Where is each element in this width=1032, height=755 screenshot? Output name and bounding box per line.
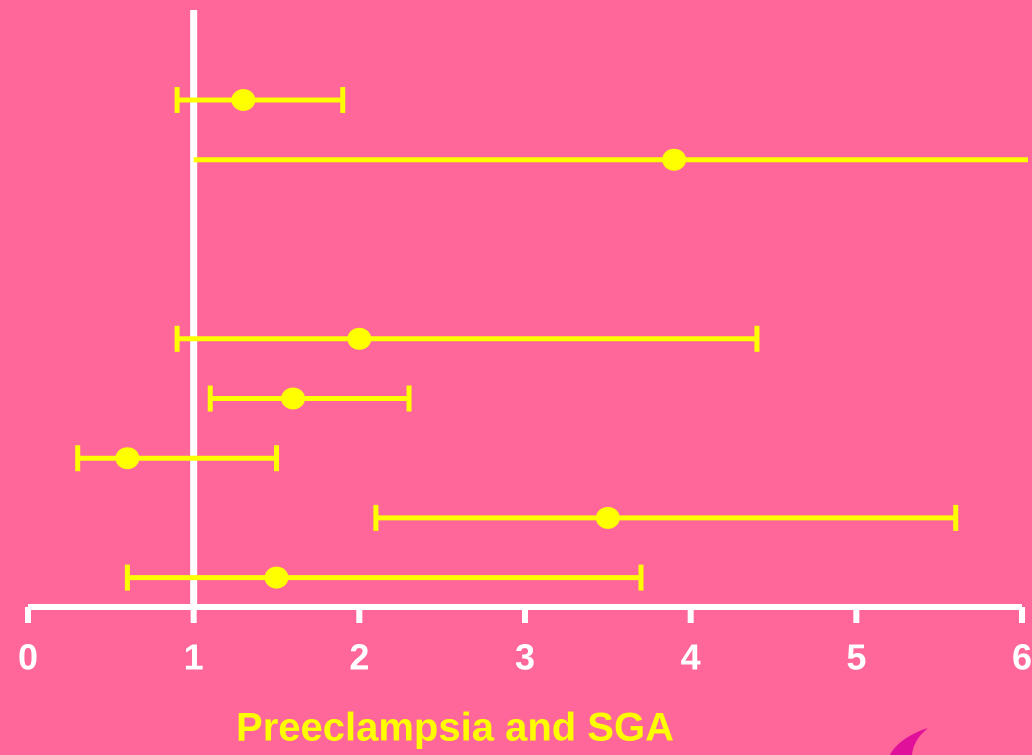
x-tick-label: 0 — [18, 637, 38, 678]
x-tick-label: 5 — [846, 637, 866, 678]
point-estimate — [281, 388, 305, 410]
point-estimate — [231, 89, 255, 111]
point-estimate — [265, 567, 289, 589]
point-estimate — [347, 328, 371, 350]
x-tick-label: 4 — [681, 637, 701, 678]
point-estimate — [596, 507, 620, 529]
point-estimate — [115, 447, 139, 469]
point-estimate — [662, 149, 686, 171]
x-tick-label: 3 — [515, 637, 535, 678]
x-tick-label: 1 — [184, 637, 204, 678]
chart: Preeclampsia and SGA 0 1 2 3 4 5 6 — [0, 0, 1032, 755]
chart-title: Preeclampsia and SGA — [236, 706, 674, 750]
x-tick-label: 2 — [349, 637, 369, 678]
x-tick-label: 6 — [1012, 637, 1032, 678]
